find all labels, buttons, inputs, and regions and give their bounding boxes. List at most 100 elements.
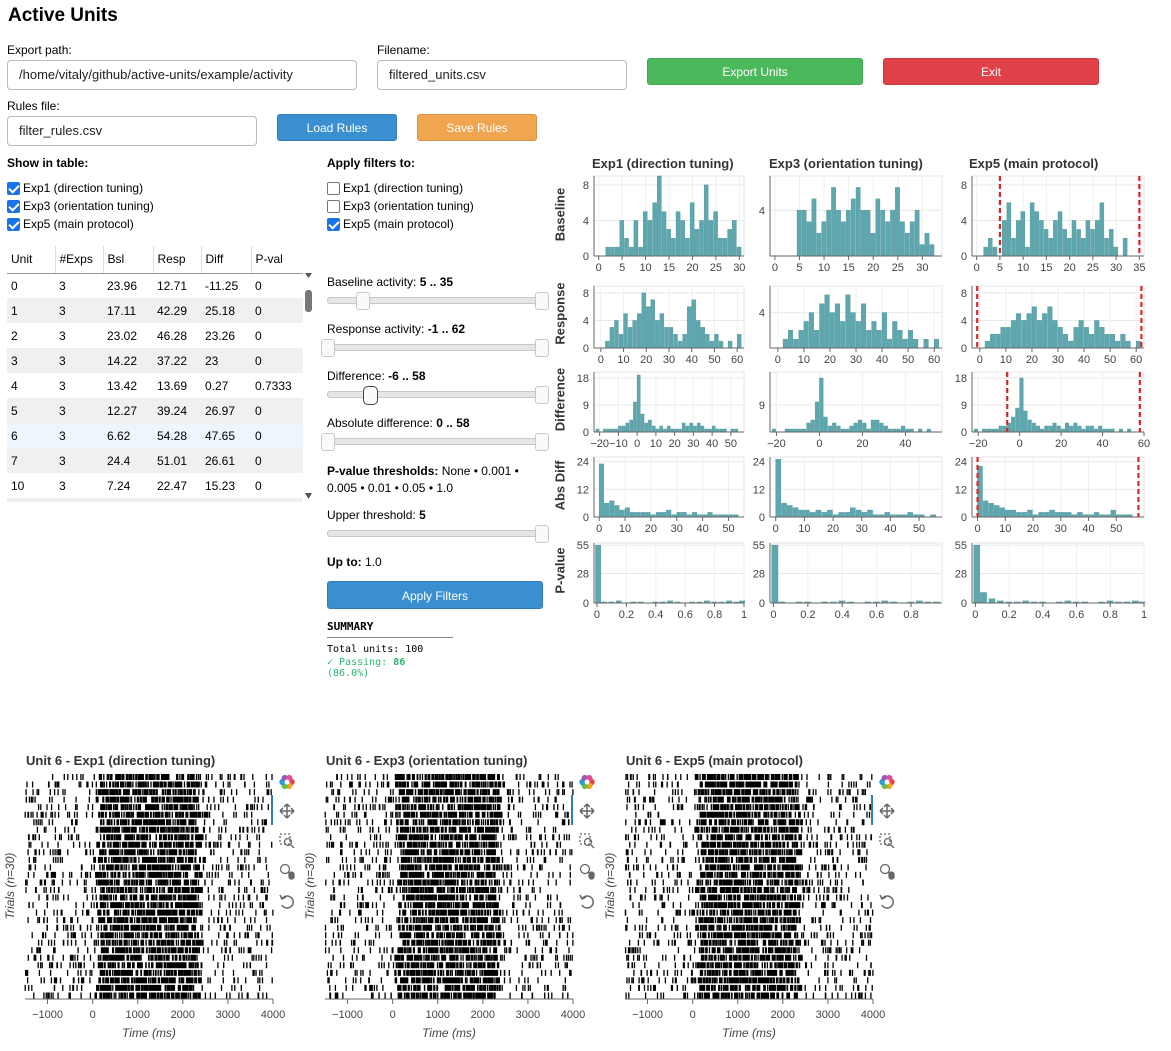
table-row[interactable]: 0 3 23.96 12.71 -11.25 0 — [7, 273, 303, 298]
histogram-0-1[interactable]: 4 0 5 10 15 20 25 30 — [759, 175, 943, 274]
pan-icon[interactable] — [279, 803, 295, 819]
histogram-3-0[interactable]: 0 12 24 0 10 20 30 40 50 — [577, 456, 745, 535]
box-zoom-icon[interactable] — [279, 833, 295, 849]
histogram-4-2[interactable]: 0 28 55 0 0.2 0.4 0.6 0.8 1 — [955, 540, 1147, 621]
difference-slider-min-handle[interactable] — [363, 386, 378, 405]
difference-slider-track[interactable] — [327, 391, 548, 398]
table-row[interactable]: 10 3 7.24 22.47 15.23 0 — [7, 473, 303, 498]
raster-plot-1[interactable]: −1000 0 1000 2000 3000 4000 Time (ms) Trials (n… — [303, 773, 595, 1040]
abs-diff-slider-max-handle[interactable] — [535, 433, 549, 451]
histogram-0-2[interactable]: 0 4 8 0 5 10 15 20 25 30 35 — [961, 175, 1146, 274]
table-scrollbar[interactable] — [302, 270, 315, 502]
table-row[interactable]: 2 3 23.02 46.28 23.26 0 — [7, 323, 303, 348]
reset-icon[interactable] — [279, 894, 294, 909]
response-slider-track[interactable] — [327, 344, 548, 351]
checkbox-box[interactable] — [7, 217, 20, 231]
table-cell: 6 — [7, 423, 55, 448]
show-exp1-checkbox[interactable]: Exp1 (direction tuning) — [7, 179, 143, 197]
box-zoom-icon[interactable] — [579, 833, 595, 849]
pan-icon[interactable] — [879, 803, 895, 819]
checkbox-box[interactable] — [327, 217, 340, 231]
apply-exp1-checkbox[interactable]: Exp1 (direction tuning) — [327, 179, 463, 197]
summary-panel: SUMMARY Total units: 100 ✓ Passing: 86 (… — [327, 620, 453, 679]
scroll-up-arrow[interactable] — [305, 273, 312, 278]
histogram-4-0[interactable]: 0 28 55 0 0.2 0.4 0.6 0.8 1 — [577, 540, 747, 621]
histogram-bar — [1020, 211, 1026, 257]
histogram-bar — [1120, 334, 1126, 349]
column-header[interactable]: Bsl — [102, 246, 153, 274]
table-cell: 0 — [251, 498, 303, 502]
table-row[interactable]: 4 3 13.42 13.69 0.27 0.7333 — [7, 373, 303, 398]
histogram-bar — [1085, 220, 1091, 257]
wheel-zoom-icon[interactable] — [279, 863, 295, 880]
difference-slider-max-handle[interactable] — [535, 386, 549, 404]
baseline-slider-max-handle[interactable] — [535, 292, 549, 310]
export-path-input[interactable]: /home/vitaly/github/active-units/example… — [7, 60, 357, 90]
pan-icon[interactable] — [579, 803, 595, 819]
scroll-down-arrow[interactable] — [305, 493, 312, 499]
histogram-2-1[interactable]: 9 −20 0 20 40 — [759, 371, 943, 450]
show-exp5-checkbox[interactable]: Exp5 (main protocol) — [7, 215, 134, 233]
table-row[interactable]: 5 3 12.27 39.24 26.97 0 — [7, 398, 303, 423]
apply-exp5-checkbox[interactable]: Exp5 (main protocol) — [327, 215, 454, 233]
apply-filters-button[interactable]: Apply Filters — [327, 581, 543, 609]
column-header[interactable]: Diff — [200, 246, 251, 274]
filename-input[interactable]: filtered_units.csv — [377, 60, 627, 90]
histogram-0-0[interactable]: 0 4 8 0 5 10 15 20 25 30 — [583, 175, 746, 274]
response-slider-max-handle[interactable] — [535, 339, 549, 357]
checkbox-box[interactable] — [327, 181, 340, 195]
reset-icon[interactable] — [579, 894, 594, 909]
wheel-zoom-icon[interactable] — [579, 863, 595, 880]
table-row[interactable]: 6 3 6.62 54.28 47.65 0 — [7, 423, 303, 448]
checkbox-box[interactable] — [7, 199, 20, 213]
abs-diff-slider-min-handle[interactable] — [321, 433, 335, 451]
load-rules-button[interactable]: Load Rules — [277, 114, 397, 141]
column-header[interactable]: Resp — [152, 246, 201, 274]
plot-toolbar[interactable] — [879, 774, 895, 909]
column-header[interactable]: Unit — [7, 246, 55, 274]
save-rules-button[interactable]: Save Rules — [417, 114, 537, 141]
plot-toolbar[interactable] — [279, 774, 295, 909]
box-zoom-icon[interactable] — [879, 833, 895, 849]
histogram-3-1[interactable]: 0 12 24 0 10 20 30 40 50 — [753, 456, 943, 535]
histogram-bar — [1060, 512, 1066, 518]
bokeh-logo-icon[interactable] — [279, 774, 295, 790]
response-slider-min-handle[interactable] — [321, 339, 335, 357]
reset-icon[interactable] — [879, 894, 894, 909]
table-row[interactable]: 7 3 24.4 51.01 26.61 0 — [7, 448, 303, 473]
apply-exp3-checkbox[interactable]: Exp3 (orientation tuning) — [327, 197, 474, 215]
table-row[interactable]: 3 3 14.22 37.22 23 0 — [7, 348, 303, 373]
rules-file-input[interactable]: filter_rules.csv — [7, 116, 257, 146]
table-row[interactable]: 11319.9839.6520.670 — [7, 498, 303, 502]
wheel-zoom-icon[interactable] — [879, 863, 895, 880]
histogram-1-1[interactable]: 40 10 20 30 40 50 60 — [759, 285, 943, 366]
histogram-3-2[interactable]: 0 12 24 0 10 20 30 40 50 — [955, 456, 1145, 535]
column-header[interactable]: P-val — [250, 246, 303, 274]
histogram-4-1[interactable]: 0 28 55 0 0.2 0.4 0.6 0.8 — [753, 540, 943, 621]
raster-plot-0[interactable]: −1000 0 1000 2000 3000 4000 Time (ms) Trials (n… — [3, 773, 295, 1040]
column-header[interactable]: #Exps — [54, 246, 103, 274]
abs-diff-slider-track[interactable] — [327, 438, 548, 445]
checkbox-box[interactable] — [7, 181, 20, 195]
show-exp3-checkbox[interactable]: Exp3 (orientation tuning) — [7, 197, 154, 215]
bokeh-logo-icon[interactable] — [579, 774, 595, 790]
plot-toolbar[interactable] — [579, 774, 595, 909]
units-table[interactable]: Unit #Exps Bsl Resp Diff P-val 0 3 23.96 12.71 -1… — [7, 246, 314, 502]
histogram-1-2[interactable]: 0 4 8 0 10 20 30 40 50 60 — [961, 285, 1145, 366]
bokeh-logo-icon[interactable] — [879, 774, 895, 790]
histogram-2-0[interactable]: 0 9 18 −20 −10 0 10 20 30 40 50 — [577, 371, 745, 450]
table-row[interactable]: 1 3 17.11 42.29 25.18 0 — [7, 298, 303, 323]
scroll-thumb[interactable] — [305, 290, 312, 312]
raster-plots[interactable]: −1000 0 1000 2000 3000 4000 Time (ms) Trials (n… — [0, 766, 1171, 1050]
exit-button[interactable]: Exit — [883, 58, 1099, 85]
upper-threshold-slider-handle[interactable] — [535, 525, 549, 543]
upper-threshold-slider-track[interactable] — [327, 530, 548, 537]
x-tick-label: 1000 — [725, 1009, 749, 1021]
export-units-button[interactable]: Export Units — [647, 58, 863, 85]
raster-plot-2[interactable]: −1000 0 1000 2000 3000 4000 Time (ms) Trials (n… — [603, 773, 895, 1040]
checkbox-box[interactable] — [327, 199, 340, 213]
baseline-slider-min-handle[interactable] — [356, 292, 370, 310]
histogram-1-0[interactable]: 0 4 8 0 10 20 30 40 50 60 — [583, 285, 745, 366]
